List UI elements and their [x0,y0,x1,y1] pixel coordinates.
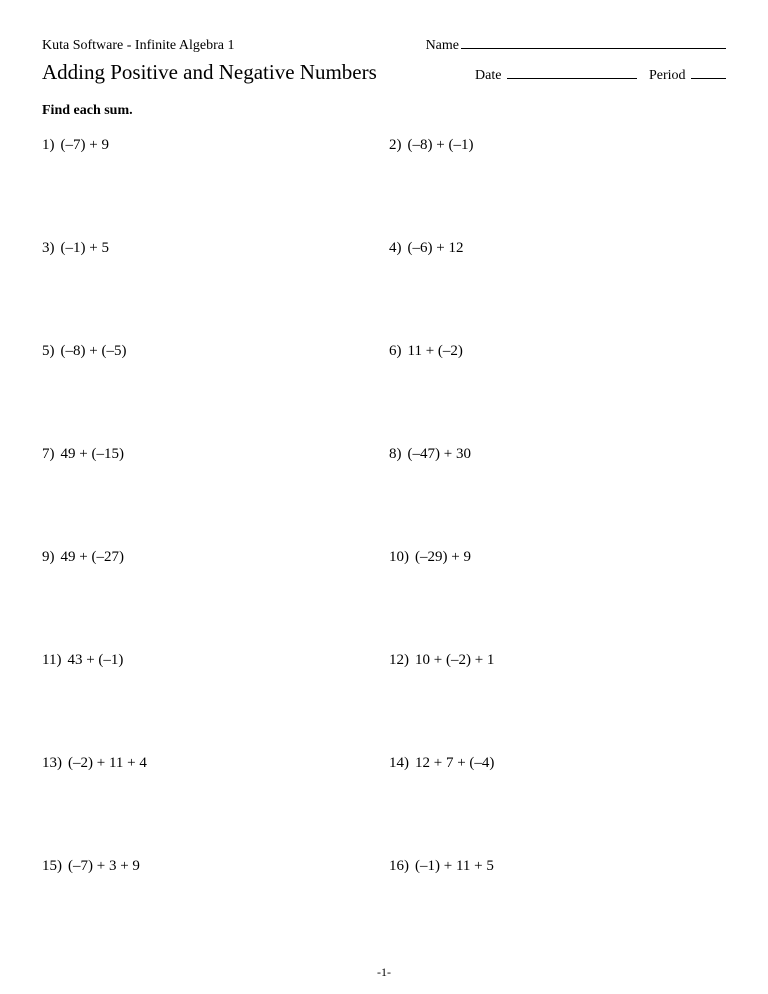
problem-number: 13) [42,755,62,772]
problem-11: 11) 43 + (–1) [42,652,379,669]
problem-expression: 10 + (–2) + 1 [415,652,494,669]
problem-number: 5) [42,343,55,360]
problem-expression: (–7) + 9 [61,137,109,154]
problem-expression: (–6) + 12 [408,240,464,257]
software-name: Kuta Software - Infinite Algebra 1 [42,38,234,54]
problem-number: 1) [42,137,55,154]
problem-number: 7) [42,446,55,463]
date-label: Date [475,68,501,83]
problem-expression: (–8) + (–1) [408,137,474,154]
problem-number: 12) [389,652,409,669]
header-row-1: Kuta Software - Infinite Algebra 1 Name [42,38,726,54]
problem-number: 14) [389,755,409,772]
problem-number: 9) [42,549,55,566]
problem-number: 16) [389,858,409,875]
problem-expression: (–8) + (–5) [61,343,127,360]
problem-expression: (–1) + 11 + 5 [415,858,494,875]
problem-2: 2) (–8) + (–1) [389,137,726,154]
problem-13: 13) (–2) + 11 + 4 [42,755,379,772]
problem-4: 4) (–6) + 12 [389,240,726,257]
problem-expression: (–47) + 30 [408,446,471,463]
name-field: Name [426,38,726,54]
problem-expression: 12 + 7 + (–4) [415,755,494,772]
problem-expression: 49 + (–27) [61,549,124,566]
problem-expression: (–29) + 9 [415,549,471,566]
problem-number: 15) [42,858,62,875]
period-field: Period [649,68,726,84]
instructions: Find each sum. [42,103,726,119]
problem-expression: (–7) + 3 + 9 [68,858,140,875]
problem-8: 8) (–47) + 30 [389,446,726,463]
name-blank-line [461,48,726,49]
problem-expression: 43 + (–1) [67,652,123,669]
problem-5: 5) (–8) + (–5) [42,343,379,360]
problem-6: 6) 11 + (–2) [389,343,726,360]
date-field: Date [475,68,637,84]
problem-number: 4) [389,240,402,257]
problem-15: 15) (–7) + 3 + 9 [42,858,379,875]
problem-7: 7) 49 + (–15) [42,446,379,463]
problems-grid: 1) (–7) + 9 2) (–8) + (–1) 3) (–1) + 5 4) (–… [42,137,726,875]
problem-number: 11) [42,652,61,669]
problem-expression: 49 + (–15) [61,446,124,463]
period-label: Period [649,68,686,83]
problem-number: 10) [389,549,409,566]
date-blank-line [507,78,637,79]
name-label: Name [426,38,459,54]
problem-14: 14) 12 + 7 + (–4) [389,755,726,772]
problem-1: 1) (–7) + 9 [42,137,379,154]
problem-number: 8) [389,446,402,463]
worksheet-title: Adding Positive and Negative Numbers [42,60,377,85]
problem-expression: 11 + (–2) [408,343,463,360]
period-blank-line [691,78,726,79]
problem-9: 9) 49 + (–27) [42,549,379,566]
problem-number: 6) [389,343,402,360]
problem-3: 3) (–1) + 5 [42,240,379,257]
problem-number: 3) [42,240,55,257]
page-number: -1- [377,965,391,980]
header-row-2: Adding Positive and Negative Numbers Dat… [42,60,726,85]
problem-16: 16) (–1) + 11 + 5 [389,858,726,875]
problem-number: 2) [389,137,402,154]
problem-expression: (–2) + 11 + 4 [68,755,147,772]
problem-10: 10) (–29) + 9 [389,549,726,566]
problem-12: 12) 10 + (–2) + 1 [389,652,726,669]
problem-expression: (–1) + 5 [61,240,109,257]
date-period-fields: Date Period [475,68,726,84]
